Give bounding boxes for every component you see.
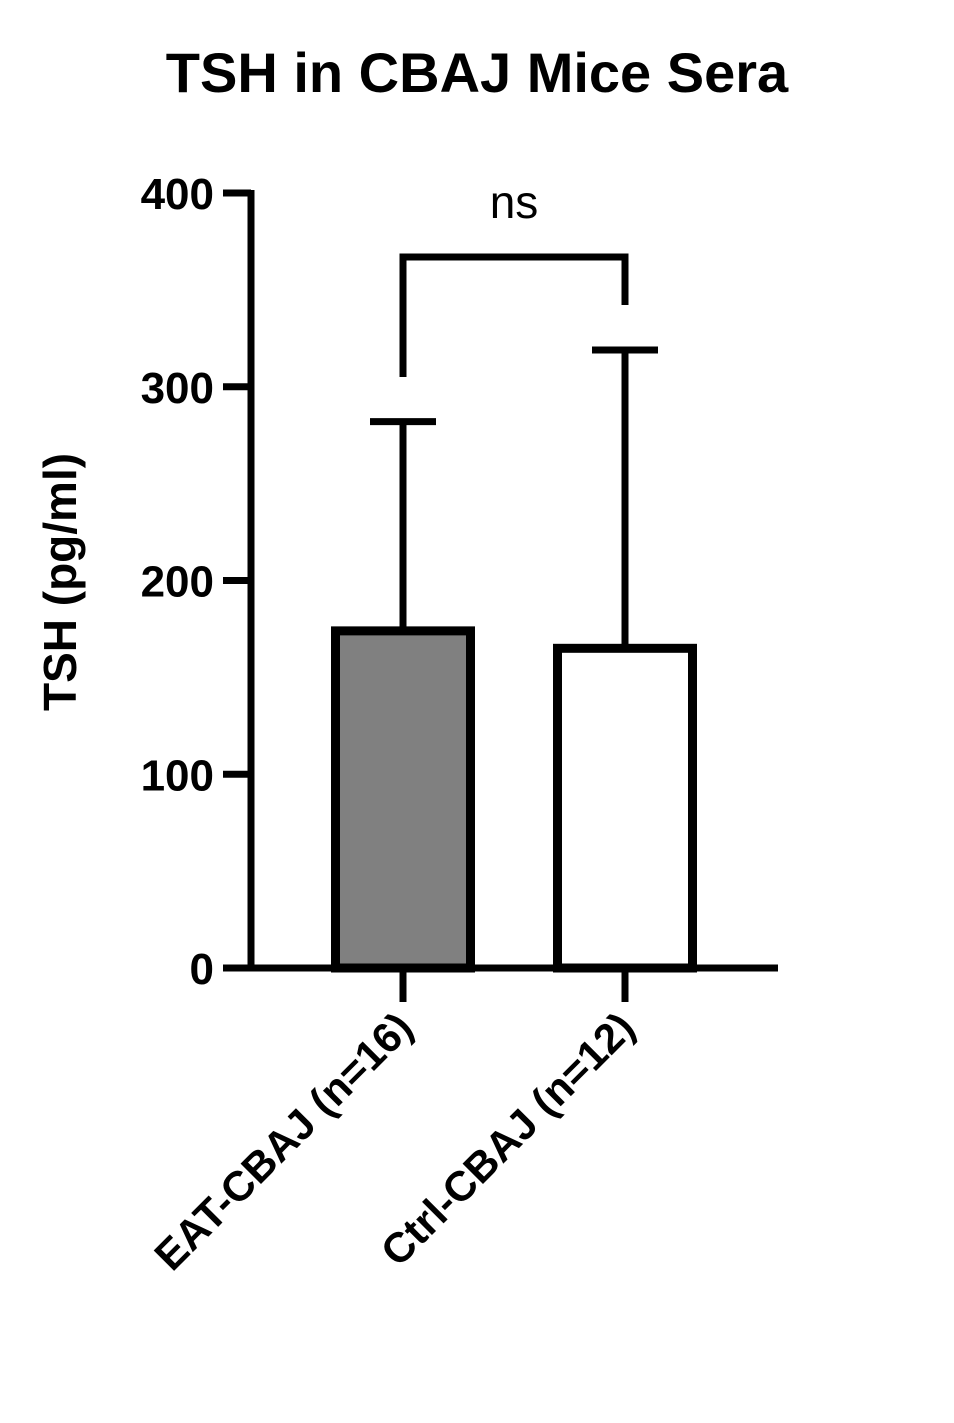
chart-title: TSH in CBAJ Mice Sera [166,41,789,104]
y-tick-label-0: 0 [190,945,214,994]
axes-layer [223,189,778,1002]
y-tick-label-200: 200 [141,558,214,607]
y-axis-label: TSH (pg/ml) [34,453,86,711]
y-tick-label-300: 300 [141,364,214,413]
significance-bracket [399,253,629,377]
significance-label: ns [490,176,539,228]
bars-layer [331,346,697,973]
y-tick-label-100: 100 [141,751,214,800]
bar-2 [553,643,697,973]
y-tick-label-400: 400 [141,170,214,219]
bar-1 [331,626,475,973]
